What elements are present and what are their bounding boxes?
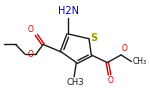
Text: O: O — [122, 44, 128, 53]
Text: O: O — [27, 25, 33, 34]
Text: CH₃: CH₃ — [133, 57, 147, 66]
Text: CH3: CH3 — [66, 78, 84, 87]
Text: H2N: H2N — [58, 6, 79, 16]
Text: O: O — [108, 76, 114, 85]
Text: O: O — [28, 50, 34, 59]
Text: S: S — [91, 33, 98, 43]
